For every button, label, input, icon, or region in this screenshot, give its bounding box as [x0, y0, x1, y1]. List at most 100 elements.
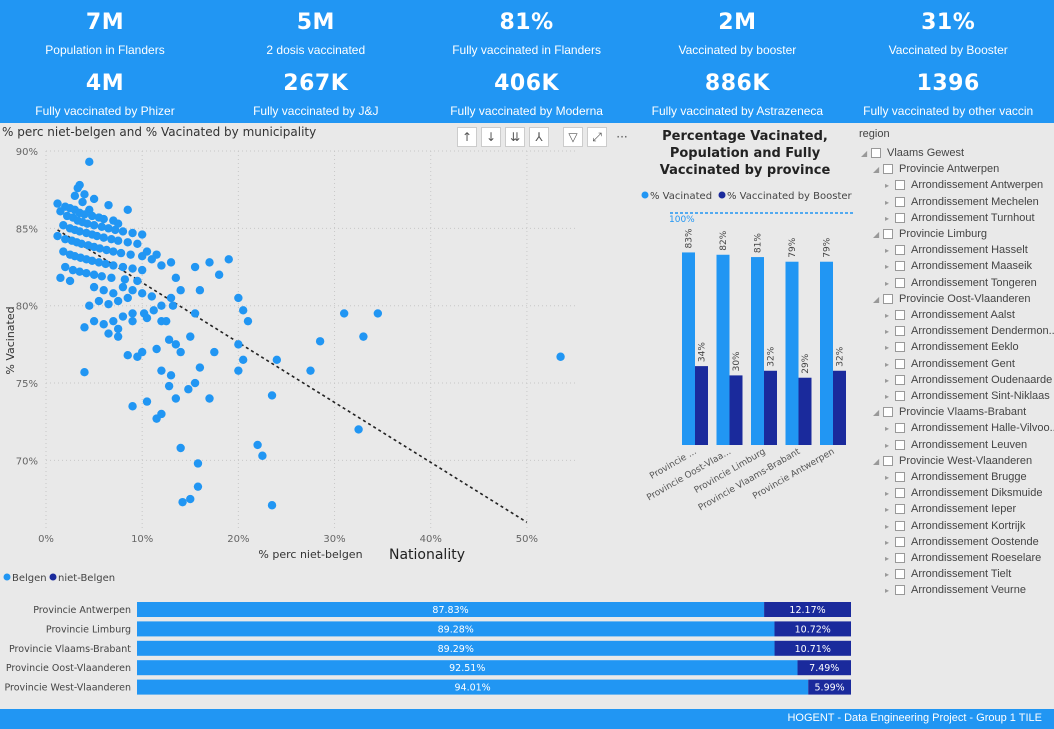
scatter-point[interactable]	[75, 267, 84, 276]
scatter-point[interactable]	[157, 366, 166, 375]
checkbox[interactable]	[895, 439, 905, 450]
tree-item-arrondissement[interactable]: ▸ Arrondissement Brugge	[885, 469, 1027, 485]
expand-chevron-icon[interactable]: ▸	[885, 440, 890, 450]
scatter-point[interactable]	[168, 301, 178, 310]
scatter-point[interactable]	[83, 219, 92, 228]
scatter-point[interactable]	[65, 276, 75, 286]
scatter-point[interactable]	[133, 239, 142, 249]
scatter-point[interactable]	[78, 197, 87, 207]
checkbox[interactable]	[895, 504, 905, 515]
scatter-point[interactable]	[152, 414, 161, 423]
expand-chevron-icon[interactable]: ▸	[885, 554, 890, 563]
expand-chevron-icon[interactable]: ▸	[885, 489, 890, 499]
checkbox[interactable]	[871, 148, 881, 159]
scatter-point[interactable]	[99, 286, 108, 295]
expand-chevron-icon[interactable]: ▸	[885, 473, 890, 482]
scatter-point[interactable]	[89, 316, 99, 326]
checkbox[interactable]	[895, 310, 905, 321]
scatter-point[interactable]	[171, 340, 181, 349]
scatter-point[interactable]	[147, 292, 156, 301]
scatter-point[interactable]	[118, 282, 128, 292]
scatter-point[interactable]	[190, 309, 200, 318]
scatter-point[interactable]	[133, 352, 142, 361]
scatter-point[interactable]	[234, 366, 243, 375]
scatter-point[interactable]	[85, 301, 94, 310]
province-bar[interactable]	[785, 261, 799, 445]
nationality-bar-segment[interactable]	[808, 679, 851, 695]
checkbox[interactable]	[895, 261, 905, 272]
scatter-point[interactable]	[61, 234, 70, 244]
scatter-point[interactable]	[80, 323, 89, 332]
scatter-point[interactable]	[137, 265, 147, 275]
scatter-point[interactable]	[133, 276, 142, 286]
expand-chevron-icon[interactable]: ▸	[885, 359, 890, 369]
expand-chevron-icon[interactable]: ▸	[885, 537, 890, 547]
scatter-point[interactable]	[193, 482, 203, 491]
checkbox[interactable]	[883, 455, 893, 466]
expand-chevron-icon[interactable]: ▸	[885, 246, 890, 256]
scatter-point[interactable]	[149, 306, 158, 315]
scatter-point[interactable]	[137, 289, 147, 298]
nationality-bar-segment[interactable]	[774, 621, 851, 637]
scatter-point[interactable]	[56, 207, 65, 216]
scatter-point[interactable]	[53, 199, 62, 208]
scatter-point[interactable]	[61, 262, 70, 272]
scatter-point[interactable]	[186, 332, 195, 341]
scatter-point[interactable]	[85, 157, 94, 167]
checkbox[interactable]	[895, 569, 905, 580]
tree-item-arrondissement[interactable]: ▸ Arrondissement Roeselare	[885, 550, 1041, 566]
tree-item-arrondissement[interactable]: ▸ Arrondissement Leuven	[885, 437, 1027, 453]
scatter-point[interactable]	[128, 402, 137, 411]
scatter-point[interactable]	[113, 324, 123, 334]
expand-chevron-icon[interactable]: ▸	[885, 505, 890, 515]
tree-item-arrondissement[interactable]: ▸ Arrondissement Tielt	[885, 566, 1011, 582]
scatter-point[interactable]	[113, 236, 123, 245]
scatter-point[interactable]	[224, 255, 233, 264]
scatter-point[interactable]	[152, 344, 161, 354]
nationality-bar-segment[interactable]	[137, 679, 809, 695]
scatter-point[interactable]	[111, 225, 120, 235]
scatter-point[interactable]	[195, 286, 205, 295]
nationality-bar-chart[interactable]: Nationality Belgen niet-Belgen Provincie An…	[0, 543, 855, 708]
tree-item-province[interactable]: ◢ Provincie Oost-Vlaanderen	[873, 291, 1030, 307]
expand-chevron-icon[interactable]: ▸	[885, 375, 890, 385]
expand-hierarchy-icon[interactable]: ⅄	[529, 127, 549, 147]
scatter-point[interactable]	[89, 282, 99, 292]
scatter-point[interactable]	[190, 378, 200, 388]
province-bar[interactable]	[833, 370, 846, 445]
nationality-bar-segment[interactable]	[137, 621, 775, 637]
checkbox[interactable]	[883, 229, 893, 240]
scatter-point[interactable]	[99, 233, 108, 242]
scatter-point[interactable]	[104, 299, 113, 309]
scatter-point[interactable]	[267, 501, 277, 510]
tree-item-arrondissement[interactable]: ▸ Arrondissement Oudenaarde	[885, 372, 1052, 388]
nationality-bar-segment[interactable]	[797, 660, 851, 676]
checkbox[interactable]	[895, 358, 905, 369]
scatter-point[interactable]	[70, 191, 80, 201]
scatter-point[interactable]	[123, 350, 132, 360]
scatter-point[interactable]	[109, 247, 118, 256]
scatter-point[interactable]	[82, 269, 91, 278]
scatter-point[interactable]	[59, 247, 68, 256]
scatter-point[interactable]	[104, 224, 113, 233]
scatter-point[interactable]	[87, 256, 97, 266]
expand-chevron-icon[interactable]: ▸	[885, 181, 890, 191]
expand-chevron-icon[interactable]: ▸	[885, 392, 890, 401]
scatter-point[interactable]	[166, 371, 176, 380]
checkbox[interactable]	[895, 196, 905, 207]
scatter-point[interactable]	[123, 238, 132, 247]
scatter-chart[interactable]: 70% 75% 80% 85% 90% 0% 10% 20% 30% 40% 50% % perc n…	[0, 145, 640, 565]
scatter-point[interactable]	[89, 194, 99, 204]
scatter-point[interactable]	[109, 316, 118, 326]
scatter-point[interactable]	[89, 221, 99, 230]
scatter-point[interactable]	[142, 313, 152, 323]
tree-item-province[interactable]: ◢ Provincie West-Vlaanderen	[873, 453, 1032, 469]
scatter-point[interactable]	[113, 332, 123, 341]
scatter-point[interactable]	[128, 264, 137, 273]
tree-item-arrondissement[interactable]: ▸ Arrondissement Gent	[885, 356, 1015, 372]
tree-item-arrondissement[interactable]: ▸ Arrondissement Tongeren	[885, 275, 1037, 291]
tree-item-arrondissement[interactable]: ▸ Arrondissement Kortrijk	[885, 518, 1025, 534]
checkbox[interactable]	[895, 277, 905, 288]
scatter-point[interactable]	[80, 210, 89, 219]
scatter-point[interactable]	[97, 272, 106, 281]
